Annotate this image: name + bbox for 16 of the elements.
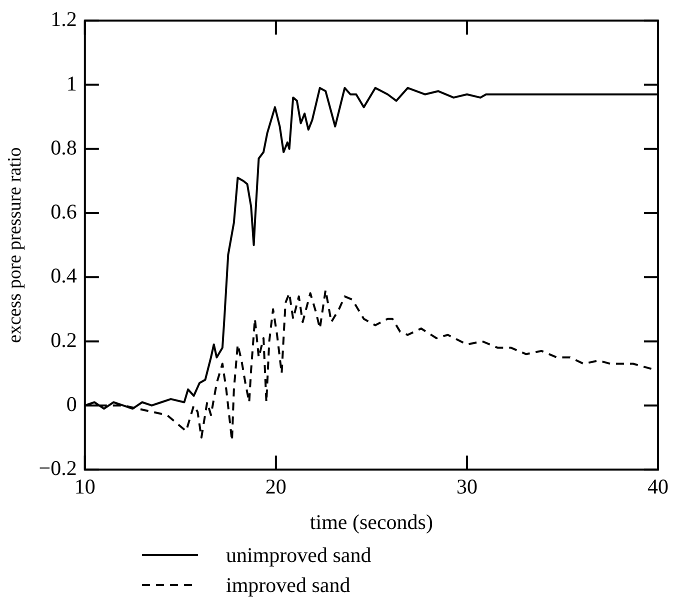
legend-label: unimproved sand <box>226 542 372 569</box>
y-axis-title: excess pore pressure ratio <box>4 147 26 343</box>
y-tick-label: −0.2 <box>38 456 77 480</box>
y-tick-label: 0.8 <box>50 135 77 160</box>
x-tick-label: 30 <box>456 474 478 499</box>
legend-label: improved sand <box>226 572 350 599</box>
y-tick-label: 1 <box>66 71 77 96</box>
y-tick-label: 0.4 <box>50 264 78 288</box>
y-tick-label: 0.6 <box>50 200 77 224</box>
x-axis-title: time (seconds) <box>310 510 433 534</box>
x-tick-label: 20 <box>265 474 286 499</box>
x-tick-label: 10 <box>74 474 96 499</box>
y-tick-label: 0.2 <box>50 328 77 352</box>
y-tick-label: 0 <box>66 392 77 416</box>
y-tick-label: 1.2 <box>50 7 77 32</box>
x-tick-label: 40 <box>648 474 668 499</box>
